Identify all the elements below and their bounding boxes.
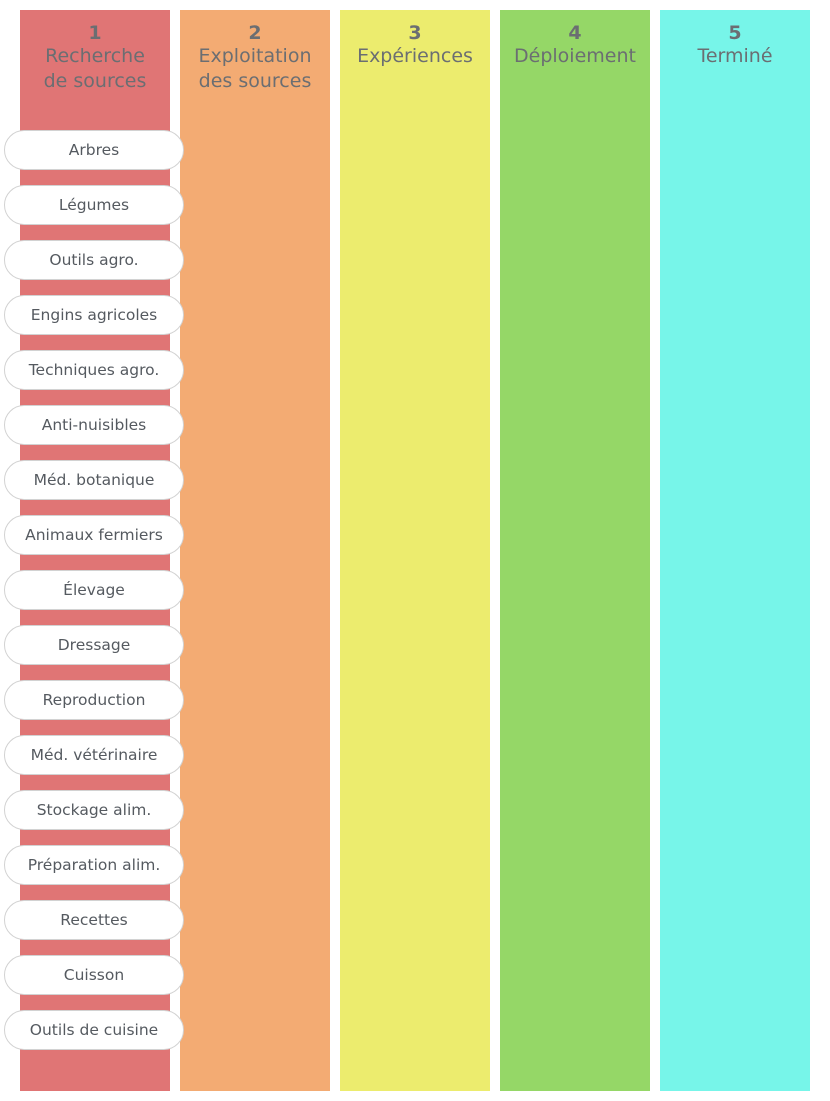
card-animaux-fermiers[interactable]: Animaux fermiers [4,515,184,555]
column-termine: 5 Terminé [660,10,810,1091]
card-reproduction[interactable]: Reproduction [4,680,184,720]
card-stockage-alim[interactable]: Stockage alim. [4,790,184,830]
card-outils-de-cuisine[interactable]: Outils de cuisine [4,1010,184,1050]
card-cuisson[interactable]: Cuisson [4,955,184,995]
card-med-veterinaire[interactable]: Méd. vétérinaire [4,735,184,775]
card-anti-nuisibles[interactable]: Anti-nuisibles [4,405,184,445]
column-title: Recherche de sources [43,45,147,92]
column-number: 1 [88,22,102,44]
column-header: 3 Expériences [340,22,490,69]
column-deploiement: 4 Déploiement [500,10,650,1091]
column-header: 1 Recherche de sources [20,22,170,94]
card-elevage[interactable]: Élevage [4,570,184,610]
card-dressage[interactable]: Dressage [4,625,184,665]
column-exploitation-des-sources: 2 Exploitation des sources [180,10,330,1091]
column-number: 5 [728,22,742,44]
column-header: 2 Exploitation des sources [180,22,330,94]
column-header: 5 Terminé [660,22,810,69]
column-title: Expériences [357,45,473,67]
card-outils-agro[interactable]: Outils agro. [4,240,184,280]
column-experiences: 3 Expériences [340,10,490,1091]
column-title: Exploitation des sources [198,45,312,92]
card-legumes[interactable]: Légumes [4,185,184,225]
column-number: 3 [408,22,422,44]
card-recettes[interactable]: Recettes [4,900,184,940]
card-techniques-agro[interactable]: Techniques agro. [4,350,184,390]
card-preparation-alim[interactable]: Préparation alim. [4,845,184,885]
column-title: Terminé [697,45,773,67]
card-engins-agricoles[interactable]: Engins agricoles [4,295,184,335]
card-arbres[interactable]: Arbres [4,130,184,170]
card-med-botanique[interactable]: Méd. botanique [4,460,184,500]
column-header: 4 Déploiement [500,22,650,69]
column-number: 2 [248,22,262,44]
column-title: Déploiement [514,45,636,67]
column-number: 4 [568,22,582,44]
